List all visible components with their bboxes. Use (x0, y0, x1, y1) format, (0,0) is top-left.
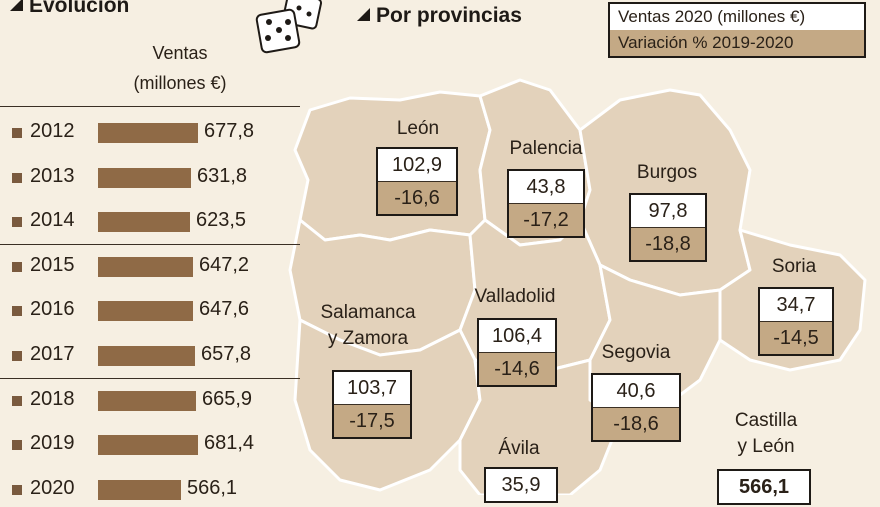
year-label: 2015 (30, 253, 75, 276)
province-name-burgos: Burgos (636, 162, 698, 183)
province-box-segovia: 40,6 -18,6 (591, 373, 681, 442)
province-box-burgos: 97,8 -18,8 (629, 193, 707, 262)
sales-bar (98, 435, 198, 456)
variacion-value: -17,5 (334, 404, 410, 437)
year-label: 2017 (30, 343, 75, 365)
bullet-square-icon (12, 128, 22, 138)
variacion-value: -14,5 (760, 321, 832, 354)
province-name-soria: Soria (771, 256, 817, 277)
evolution-row: 2012 677,8 (0, 116, 300, 150)
sales-value-label: 665,9 (202, 387, 253, 410)
legend-variacion: Variación % 2019-2020 (610, 30, 864, 56)
evolution-row: 2014 623,5 (0, 205, 300, 239)
sales-value-label: 647,6 (199, 298, 250, 321)
ventas-value: 103,7 (334, 372, 410, 404)
legend: Ventas 2020 (millones €) Variación % 201… (608, 2, 866, 58)
sales-value-label: 623,5 (196, 209, 247, 232)
triangle-marker-icon (10, 0, 23, 11)
total-box-castilla-leon: 566,1 (717, 469, 811, 505)
evolution-row: 2019 681,4 (0, 428, 300, 462)
sales-bar (98, 123, 198, 143)
province-name-palencia: Palencia (509, 138, 583, 159)
bullet-square-icon (12, 261, 22, 272)
bullet-square-icon (12, 351, 22, 361)
province-box-salamanca-zamora: 103,7 -17,5 (332, 370, 412, 439)
bullet-square-icon (12, 217, 22, 228)
variacion-value: -16,6 (378, 181, 456, 214)
ventas-value: 35,9 (486, 469, 556, 501)
sales-value-label: 681,4 (204, 432, 255, 455)
year-label: 2020 (30, 476, 75, 499)
province-name-avila: Ávila (498, 438, 540, 459)
evolution-chart: 2012 677,8 2013 631,8 2014 623,5 2015 647,2 2016… (0, 0, 300, 500)
evolution-row: 2017 657,8 (0, 339, 300, 373)
ventas-value: 97,8 (631, 195, 705, 227)
evolution-row: 2018 665,9 (0, 384, 300, 418)
variacion-value: -14,6 (479, 352, 555, 385)
sales-bar (98, 256, 193, 277)
sales-bar (98, 390, 196, 411)
triangle-marker-icon (357, 8, 370, 21)
ventas-total-value: 566,1 (719, 471, 809, 503)
evolution-row: 2016 647,6 (0, 294, 300, 328)
year-label: 2013 (30, 164, 75, 187)
divider (0, 378, 300, 379)
ventas-value: 43,8 (509, 171, 583, 203)
province-box-leon: 102,9 -16,6 (376, 147, 458, 216)
sales-value-label: 647,2 (199, 253, 250, 276)
year-label: 2012 (30, 120, 75, 142)
province-box-palencia: 43,8 -17,2 (507, 169, 585, 238)
evolution-heading: Ventas (millones €) (133, 43, 227, 93)
bullet-square-icon (12, 306, 22, 317)
sales-value-label: 657,8 (201, 343, 252, 365)
province-box-soria: 34,7 -14,5 (758, 287, 834, 356)
region-name-castilla-leon: Castilla y León (734, 410, 798, 457)
bullet-square-icon (12, 172, 22, 183)
sales-value-label: 631,8 (197, 164, 248, 187)
sales-bar (98, 346, 195, 366)
evolution-row: 2020 566,1 (0, 473, 300, 507)
dice-icon (255, 0, 323, 54)
ventas-value: 40,6 (593, 375, 679, 407)
province-name-leon: León (396, 118, 440, 139)
province-box-avila: 35,9 (484, 467, 558, 503)
ventas-value: 34,7 (760, 289, 832, 321)
divider (0, 244, 300, 245)
variacion-value: -18,8 (631, 227, 705, 260)
sales-value-label: 677,8 (204, 120, 255, 142)
sales-bar (98, 167, 191, 188)
province-name-salamanca-zamora: Salamanca y Zamora (320, 302, 416, 349)
province-box-valladolid: 106,4 -14,6 (477, 318, 557, 387)
castilla-leon-map (288, 78, 867, 495)
year-label: 2014 (30, 209, 75, 232)
divider (0, 106, 300, 107)
bullet-square-icon (12, 395, 22, 406)
province-name-valladolid: Valladolid (474, 286, 556, 307)
evolucion-title: Evolución (10, 0, 129, 18)
sales-value-label: 566,1 (187, 476, 238, 499)
evolution-row: 2013 631,8 (0, 161, 300, 195)
evolution-row: 2015 647,2 (0, 250, 300, 284)
sales-bar (98, 301, 193, 322)
variacion-value: -17,2 (509, 203, 583, 236)
legend-ventas: Ventas 2020 (millones €) (618, 7, 806, 26)
province-name-segovia: Segovia (601, 342, 671, 363)
sales-bar (98, 479, 181, 500)
sales-bar (98, 212, 190, 233)
year-label: 2016 (30, 298, 75, 321)
year-label: 2018 (30, 387, 75, 410)
year-label: 2019 (30, 432, 75, 455)
ventas-value: 106,4 (479, 320, 555, 352)
variacion-value: -18,6 (593, 407, 679, 440)
provincias-title: Por provincias (357, 4, 522, 28)
bullet-square-icon (12, 484, 22, 495)
bullet-square-icon (12, 440, 22, 451)
ventas-value: 102,9 (378, 149, 456, 181)
